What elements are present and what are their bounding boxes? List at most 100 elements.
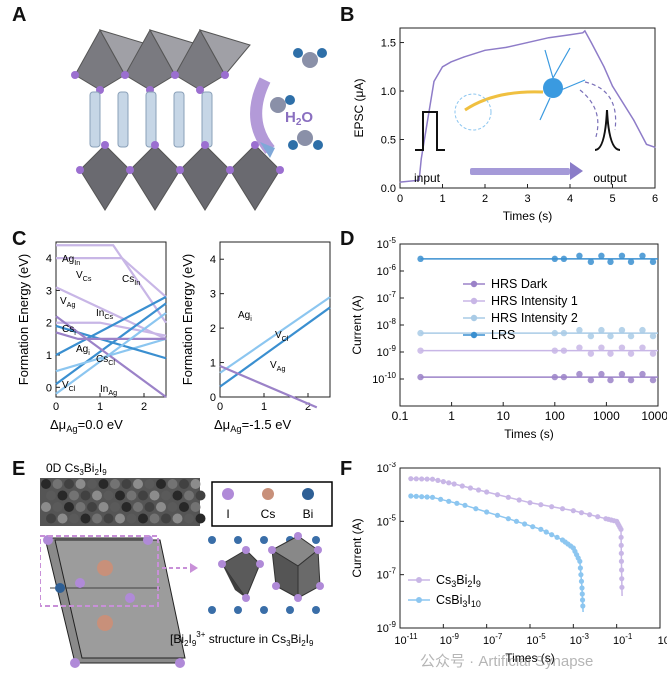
data-point: [438, 496, 444, 502]
nanocrystal-dot: [172, 513, 183, 524]
panel-c-label: C: [12, 228, 27, 250]
x-tick-label: 2: [305, 401, 311, 413]
epsc-data-point: [633, 119, 635, 121]
data-point: [618, 550, 624, 556]
x-tick-label: 10000: [641, 409, 667, 423]
legend-label: HRS Intensity 1: [491, 294, 578, 308]
x-tick-label: 10-5: [526, 632, 546, 647]
nanocrystal-dot: [138, 513, 148, 524]
data-point: [538, 526, 544, 532]
data-point: [649, 258, 657, 266]
y-tick-label: 10-10: [372, 371, 396, 386]
x-axis-label: Times (s): [505, 651, 555, 665]
epsc-data-point: [582, 32, 584, 34]
data-point: [417, 347, 424, 354]
defect-energy-line: [219, 306, 331, 388]
data-point: [424, 494, 430, 500]
panel-f-label: F: [340, 458, 353, 480]
water-molecule-icons: [270, 48, 327, 150]
x-tick-label: 6: [652, 193, 658, 205]
data-point: [494, 512, 501, 518]
y-tick-label: 10-6: [377, 263, 397, 278]
x-tick-label: 2: [482, 193, 488, 205]
nanocrystal-dot: [133, 479, 143, 489]
y-axis-label: Current (A): [350, 518, 364, 577]
organic-spacer-molecules: [89, 91, 213, 148]
data-point: [551, 255, 558, 263]
data-point: [578, 572, 584, 578]
nanocrystal-dot: [115, 490, 125, 501]
dendrite-dashed-icon: [579, 81, 617, 141]
y-tick-label: 2: [46, 318, 52, 330]
epsc-data-point: [569, 34, 571, 36]
data-point: [435, 477, 441, 483]
data-point: [587, 350, 595, 357]
defect-energy-line: [55, 331, 166, 340]
defect-annotation: VAg: [270, 360, 285, 373]
element-legend: I Cs Bi: [211, 481, 333, 527]
data-point: [513, 518, 520, 524]
data-point: [560, 255, 568, 263]
y-tick-label: 1.5: [381, 38, 396, 50]
panel-d-current-chart: 0.1 1 10 100 1000 10000 10-5 10-6 10-7 10-8 10-9 10…: [350, 236, 667, 441]
nanocrystal-dot: [110, 502, 120, 512]
data-point: [639, 370, 646, 378]
nanocrystal-dot: [75, 502, 86, 512]
nanocrystal-dot: [138, 490, 148, 501]
nanocrystal-dot: [161, 513, 171, 524]
data-point: [618, 344, 626, 351]
panel-c-right-formation-energy-chart: 0 1 2 0 1 2 3 4 Agi VCl VAg Formation Energy (eV) Δμ…: [180, 241, 331, 434]
data-point: [559, 506, 566, 512]
nanocrystal-dot: [121, 479, 132, 489]
epsc-data-point: [399, 181, 401, 183]
data-point: [595, 514, 601, 520]
data-point: [505, 494, 511, 500]
data-point: [627, 376, 635, 384]
defect-energy-line: [219, 296, 331, 374]
defect-energy-line: [55, 324, 167, 360]
nanocrystal-dot: [126, 513, 137, 524]
data-point: [417, 329, 424, 337]
defect-energy-line: [55, 337, 167, 373]
data-point: [459, 483, 465, 489]
data-point: [618, 526, 624, 532]
data-point: [586, 512, 593, 518]
data-point: [639, 326, 646, 334]
data-point: [408, 476, 414, 482]
panel-a-label: A: [12, 4, 27, 26]
data-point: [549, 504, 555, 510]
defect-annotation: VCs: [76, 270, 92, 283]
epsc-data-point: [590, 41, 592, 44]
legend-marker: [470, 297, 478, 305]
tem-micrograph-image: [40, 478, 206, 526]
data-point: [607, 258, 614, 266]
data-point: [580, 603, 586, 609]
x-axis-label: ΔμAg=-1.5 eV: [214, 417, 291, 434]
defect-annotation: AgIn: [62, 254, 80, 267]
nanocrystal-dot: [92, 490, 102, 501]
data-point: [579, 591, 585, 597]
nanocrystal-dot: [179, 502, 189, 512]
x-tick-label: 100: [545, 409, 565, 423]
data-point: [538, 502, 544, 508]
nanocrystal-dot: [98, 502, 109, 512]
data-point: [598, 252, 605, 260]
nanocrystal-dot: [75, 479, 86, 489]
data-point: [551, 329, 558, 337]
defect-annotation: Agi: [76, 344, 90, 357]
y-tick-label: 3: [46, 285, 52, 297]
data-point: [578, 578, 585, 584]
y-tick-label: 10-7: [377, 290, 397, 305]
nanocrystal-dot: [103, 490, 114, 501]
y-tick-label: 1: [46, 350, 52, 362]
series-1: [408, 493, 586, 613]
defect-annotation: CsCl: [96, 354, 115, 367]
data-point: [551, 373, 558, 381]
legend-label: LRS: [491, 328, 515, 342]
panel-f-current-decay-chart: 10-1110-910-710-510-310-110110-310-510-7…: [350, 462, 667, 665]
axon-icon: [464, 90, 544, 112]
data-point: [598, 370, 605, 378]
defect-annotation: InCs: [96, 308, 114, 321]
legend-marker: [416, 577, 422, 583]
